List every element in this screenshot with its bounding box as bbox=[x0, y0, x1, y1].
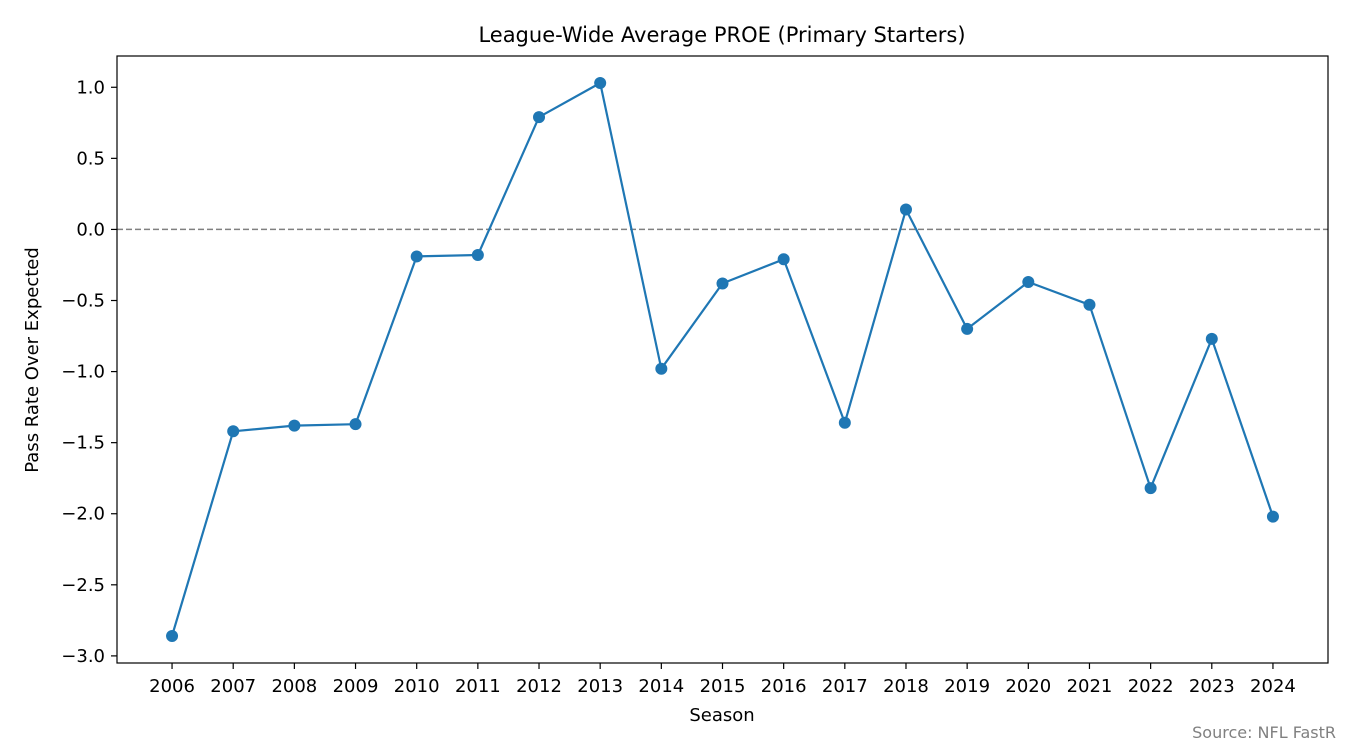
x-tick-label: 2012 bbox=[516, 676, 562, 697]
y-tick-label: −0.5 bbox=[61, 291, 105, 312]
source-note: Source: NFL FastR bbox=[1192, 723, 1336, 742]
data-point bbox=[349, 418, 362, 431]
data-point bbox=[227, 425, 240, 438]
x-tick-label: 2011 bbox=[455, 676, 501, 697]
y-tick-label: −3.0 bbox=[61, 646, 105, 667]
x-tick-label: 2018 bbox=[883, 676, 929, 697]
data-point bbox=[1083, 298, 1096, 311]
data-point bbox=[838, 416, 851, 429]
x-tick-label: 2013 bbox=[577, 676, 623, 697]
y-tick-label: 0.0 bbox=[76, 219, 105, 240]
data-point bbox=[410, 250, 423, 263]
x-tick-label: 2016 bbox=[761, 676, 807, 697]
y-axis-label: Pass Rate Over Expected bbox=[22, 247, 43, 473]
y-tick-label: 0.5 bbox=[76, 148, 105, 169]
data-point bbox=[533, 111, 546, 124]
x-tick-label: 2007 bbox=[210, 676, 256, 697]
data-point bbox=[288, 419, 301, 432]
data-point bbox=[777, 253, 790, 266]
data-point bbox=[594, 77, 607, 90]
x-tick-label: 2010 bbox=[394, 676, 440, 697]
data-point bbox=[716, 277, 729, 290]
y-tick-label: −1.0 bbox=[61, 362, 105, 383]
y-tick-label: −2.5 bbox=[61, 575, 105, 596]
x-tick-label: 2019 bbox=[944, 676, 990, 697]
data-point bbox=[1022, 276, 1035, 289]
data-point bbox=[1266, 510, 1279, 523]
chart-title: League-Wide Average PROE (Primary Starte… bbox=[478, 23, 965, 47]
x-tick-label: 2022 bbox=[1128, 676, 1174, 697]
data-point bbox=[1144, 482, 1157, 495]
data-point bbox=[655, 362, 668, 375]
x-tick-label: 2009 bbox=[333, 676, 379, 697]
data-point bbox=[471, 249, 484, 262]
x-tick-label: 2006 bbox=[149, 676, 195, 697]
x-tick-label: 2008 bbox=[271, 676, 317, 697]
data-point bbox=[899, 203, 912, 216]
x-tick-label: 2015 bbox=[700, 676, 746, 697]
data-point bbox=[1205, 332, 1218, 345]
x-tick-label: 2014 bbox=[638, 676, 684, 697]
y-tick-label: 1.0 bbox=[76, 77, 105, 98]
x-tick-label: 2024 bbox=[1250, 676, 1296, 697]
data-point bbox=[961, 322, 974, 335]
x-tick-label: 2017 bbox=[822, 676, 868, 697]
x-tick-label: 2021 bbox=[1067, 676, 1113, 697]
y-tick-label: −1.5 bbox=[61, 433, 105, 454]
data-point bbox=[166, 629, 179, 642]
y-tick-label: −2.0 bbox=[61, 504, 105, 525]
x-tick-label: 2023 bbox=[1189, 676, 1235, 697]
x-axis-label: Season bbox=[689, 705, 754, 726]
plot-frame bbox=[116, 55, 1329, 664]
x-tick-label: 2020 bbox=[1005, 676, 1051, 697]
plot-area: 1.0 0.5 0.0 −0.5 −1.0 −1.5 −2.0 −2.5 −3.0 2006 200… bbox=[61, 55, 1329, 697]
